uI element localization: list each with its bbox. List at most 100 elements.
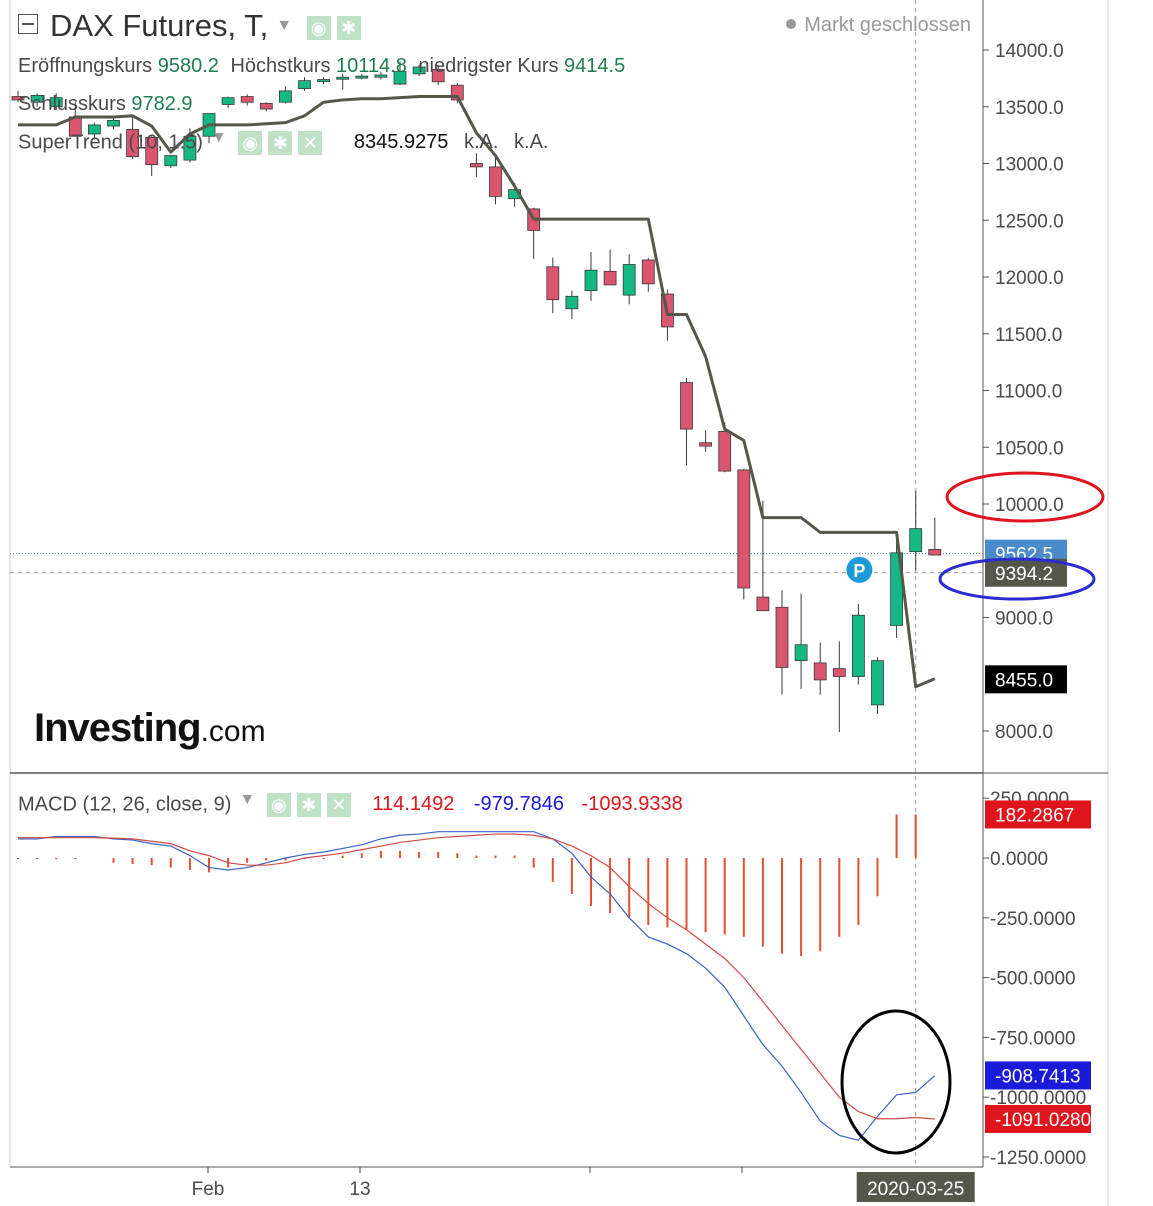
macd-tick-label: -250.0000 [990, 909, 1076, 930]
symbol-title[interactable]: DAX Futures, T, [50, 8, 269, 43]
supertrend-label[interactable]: SuperTrend (10, 1.5) [18, 131, 203, 154]
eye-icon[interactable]: ◉ [238, 131, 263, 155]
candle-body [412, 66, 426, 75]
supertrend-row: SuperTrend (10, 1.5) ▼ ◉ ✱ ✕ 8345.9275 k.A.… [18, 129, 549, 155]
eye-icon[interactable]: ◉ [306, 15, 331, 40]
time-tick-label: 13 [349, 1179, 370, 1200]
candle-body [317, 79, 331, 82]
candle-body [584, 269, 598, 292]
market-status: Markt geschlossen [786, 14, 971, 37]
macd-tick-label: -1000.0000 [990, 1088, 1086, 1109]
macd-tick-label: -500.0000 [990, 969, 1076, 990]
p-marker-label: P [853, 561, 865, 581]
close-icon[interactable]: ✕ [298, 131, 323, 155]
candle-body [355, 75, 369, 79]
candle-body [832, 668, 846, 677]
candle-body [928, 549, 942, 556]
macd-line-tag-box [985, 1061, 1091, 1090]
price-tick-label: 13000.0 [995, 155, 1064, 176]
gear-icon[interactable]: ✱ [296, 793, 321, 817]
high-label: Höchstkurs [230, 55, 331, 77]
candle-body [336, 76, 350, 80]
candle-body [852, 614, 865, 677]
macd-signal-value: -1093.9338 [581, 793, 683, 816]
candle-body [603, 270, 617, 286]
collapse-icon[interactable] [18, 14, 38, 34]
macd-panel [17, 814, 936, 1141]
supertrend-na-2: k.A. [514, 131, 549, 154]
macd-label[interactable]: MACD (12, 26, close, 9) [18, 793, 232, 816]
supertrend-price-label: 8455.0 [995, 670, 1053, 691]
symbol-header: DAX Futures, T, ▼ ◉ ✱ [18, 8, 361, 44]
annotation-ellipse-black [840, 1009, 952, 1155]
candle-body [374, 74, 388, 78]
p-marker-icon [846, 556, 873, 583]
macd-signal-tag: -1091.0280 [995, 1110, 1091, 1131]
investing-logo: Investing.com [34, 706, 266, 751]
candle-body [431, 68, 445, 83]
chevron-down-icon[interactable]: ▼ [239, 791, 256, 809]
candle-body [393, 71, 407, 85]
low-value: 9414.5 [564, 55, 626, 77]
chevron-down-icon[interactable]: ▼ [210, 129, 227, 147]
macd-hist-value: 114.1492 [372, 793, 455, 816]
macd-hist-tag-box [985, 800, 1091, 829]
candle-body [126, 129, 139, 158]
annotations [840, 471, 1105, 1155]
candle-body [565, 295, 579, 310]
open-label: Eröffnungskurs [18, 55, 153, 77]
gear-icon[interactable]: ✱ [268, 131, 293, 155]
macd-tick-label: 0.0000 [990, 849, 1048, 870]
status-dot-icon [786, 19, 797, 29]
price-tick-label: 9000.0 [995, 609, 1053, 630]
macd-header: MACD (12, 26, close, 9) ▼ ◉ ✱ ✕ 114.1492 -9… [18, 791, 683, 817]
macd-tick-label: -750.0000 [990, 1028, 1076, 1049]
close-value: 9782.9 [131, 93, 193, 115]
candle-body [546, 266, 560, 301]
eye-icon[interactable]: ◉ [266, 793, 291, 817]
chevron-down-icon[interactable]: ▼ [276, 17, 293, 34]
axes: 14000.0 13500.0 13000.0 12500.0 12000.0 11500… [192, 41, 1091, 1202]
macd-line-value: -979.7846 [473, 793, 564, 816]
candle-body [794, 644, 808, 662]
price-tick-label: 13500.0 [995, 98, 1064, 119]
price-panel: P [11, 61, 942, 733]
candle-body [699, 442, 712, 447]
candle-body [469, 163, 483, 168]
supertrend-price-label-box [985, 665, 1067, 694]
supertrend-value: 8345.9275 [353, 131, 449, 154]
price-tick-label: 10500.0 [995, 438, 1064, 459]
candle-body [775, 606, 789, 668]
macd-signal-tag-box [985, 1104, 1091, 1133]
close-row: Schlusskurs 9782.9 [18, 93, 193, 116]
macd-line-tag: -908.7413 [995, 1066, 1081, 1087]
candle-body [278, 90, 292, 103]
price-tick-label: 11500.0 [995, 325, 1062, 346]
candle-body [164, 155, 178, 167]
supertrend-line [18, 95, 936, 689]
crosshair-date-box [856, 1172, 975, 1202]
candle-body [88, 124, 101, 135]
price-tick-label: 8000.0 [995, 722, 1053, 743]
candle-body [641, 259, 655, 285]
price-tick-label: 14000.0 [995, 41, 1064, 62]
candle-body [107, 119, 120, 127]
logo-suffix: .com [200, 715, 266, 748]
market-status-text: Markt geschlossen [804, 14, 971, 36]
price-tick-label: 12500.0 [995, 211, 1064, 232]
price-tick-label: 10000.0 [995, 495, 1064, 516]
gear-icon[interactable]: ✱ [336, 15, 361, 40]
price-tick-label: 12000.0 [995, 268, 1064, 289]
open-value: 9580.2 [157, 55, 219, 77]
candle-body [145, 136, 159, 166]
candle-body [298, 80, 311, 89]
annotation-ellipse-red [945, 471, 1105, 523]
macd-line [18, 831, 936, 1141]
macd-hist-tag: 182.2867 [995, 805, 1074, 826]
signal-line [18, 833, 935, 1120]
logo-main: Investing [34, 706, 202, 750]
candle-body [680, 382, 693, 430]
close-icon[interactable]: ✕ [326, 793, 351, 817]
close-label: Schlusskurs [18, 93, 126, 115]
